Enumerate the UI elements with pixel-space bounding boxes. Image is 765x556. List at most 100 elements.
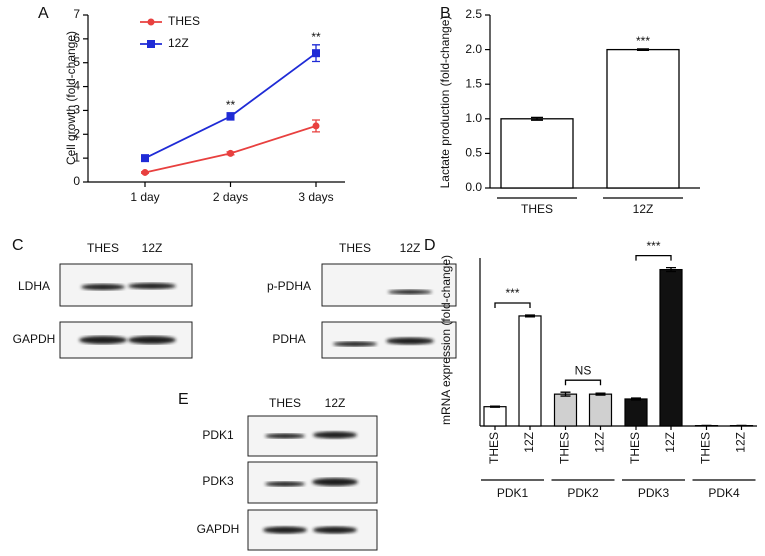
band bbox=[333, 341, 377, 347]
y-tick-label: 6 bbox=[73, 31, 80, 45]
marker bbox=[312, 122, 320, 130]
band bbox=[312, 478, 358, 486]
legend-label: 12Z bbox=[168, 36, 189, 50]
legend-marker bbox=[147, 18, 155, 26]
x-tick-label: 12Z bbox=[663, 432, 677, 453]
bar bbox=[553, 393, 578, 427]
row-label: PDK3 bbox=[202, 474, 234, 488]
band bbox=[79, 336, 127, 344]
x-tick-label: 3 days bbox=[298, 190, 333, 204]
blot bbox=[321, 263, 457, 307]
annotation: *** bbox=[505, 286, 519, 300]
y-tick-label: 1 bbox=[73, 150, 80, 164]
band bbox=[128, 283, 176, 289]
y-axis-label: Lactate production (fold-change) bbox=[438, 16, 452, 189]
band bbox=[263, 526, 307, 534]
x-tick-label: 12Z bbox=[522, 432, 536, 453]
panel-label: B bbox=[440, 5, 451, 22]
marker bbox=[141, 154, 149, 163]
column-label: 12Z bbox=[325, 396, 346, 410]
y-axis-label: mRNA expression (fold-change) bbox=[439, 255, 453, 425]
row-label: LDHA bbox=[18, 279, 50, 293]
annotation: ** bbox=[311, 30, 321, 44]
error-bar bbox=[595, 392, 606, 396]
band bbox=[313, 431, 357, 439]
column-label: 12Z bbox=[400, 241, 421, 255]
band bbox=[128, 336, 176, 344]
panel-label: E bbox=[178, 391, 189, 408]
band bbox=[265, 481, 305, 487]
y-tick-label: 4 bbox=[73, 79, 80, 93]
bar bbox=[483, 406, 507, 427]
bracket bbox=[635, 255, 672, 261]
bar bbox=[518, 315, 542, 427]
x-tick-label: THES bbox=[558, 432, 572, 464]
y-tick-label: 0 bbox=[73, 174, 80, 188]
x-tick-label: 12Z bbox=[593, 432, 607, 453]
group-label: PDK3 bbox=[638, 486, 670, 500]
legend-label: THES bbox=[168, 14, 200, 28]
y-tick-label: 2 bbox=[73, 126, 80, 140]
row-label: p-PDHA bbox=[267, 279, 311, 293]
row-label: GAPDH bbox=[197, 522, 240, 536]
error-bar bbox=[666, 267, 676, 273]
y-tick-label: 5 bbox=[73, 55, 80, 69]
y-tick-label: 2.0 bbox=[465, 42, 482, 56]
column-label: THES bbox=[87, 241, 119, 255]
band bbox=[386, 337, 434, 345]
annotation: NS bbox=[575, 363, 592, 377]
annotation: *** bbox=[636, 34, 650, 48]
x-tick-label: THES bbox=[521, 202, 553, 216]
panel-label: D bbox=[424, 237, 436, 254]
marker bbox=[141, 168, 149, 176]
bar bbox=[659, 268, 683, 427]
group-label: PDK4 bbox=[708, 486, 740, 500]
bar bbox=[500, 118, 574, 189]
x-tick-label: THES bbox=[699, 432, 713, 464]
bar bbox=[624, 398, 648, 427]
panel-label: C bbox=[12, 237, 24, 254]
column-label: 12Z bbox=[142, 241, 163, 255]
column-label: THES bbox=[339, 241, 371, 255]
bracket bbox=[564, 379, 602, 386]
group-label: PDK2 bbox=[567, 486, 599, 500]
y-tick-label: 0.0 bbox=[465, 180, 482, 194]
x-tick-label: THES bbox=[487, 432, 501, 464]
annotation: *** bbox=[646, 239, 660, 253]
marker bbox=[312, 49, 320, 58]
panel-label: A bbox=[38, 5, 49, 22]
error-bar bbox=[637, 48, 649, 51]
row-label: GAPDH bbox=[13, 332, 56, 346]
marker bbox=[227, 149, 234, 157]
y-tick-label: 1.0 bbox=[465, 111, 482, 125]
group-label: PDK1 bbox=[497, 486, 529, 500]
band bbox=[81, 284, 125, 290]
x-tick-label: 2 days bbox=[213, 190, 248, 204]
y-tick-label: 1.5 bbox=[465, 76, 482, 90]
x-tick-label: 12Z bbox=[734, 432, 748, 453]
bar bbox=[606, 48, 680, 189]
line bbox=[144, 125, 317, 174]
band bbox=[388, 289, 432, 295]
x-tick-label: 12Z bbox=[633, 202, 654, 216]
row-label: PDHA bbox=[272, 332, 305, 346]
marker bbox=[226, 112, 235, 121]
bar bbox=[588, 393, 613, 427]
band bbox=[265, 433, 305, 439]
error-bar bbox=[560, 391, 571, 397]
bracket bbox=[494, 302, 531, 308]
column-label: THES bbox=[269, 396, 301, 410]
y-tick-label: 7 bbox=[73, 7, 80, 21]
error-bar bbox=[490, 405, 500, 408]
legend-marker bbox=[147, 40, 155, 48]
band bbox=[313, 526, 357, 534]
row-label: PDK1 bbox=[202, 428, 234, 442]
error-bar bbox=[525, 314, 535, 318]
annotation: ** bbox=[226, 98, 236, 112]
y-tick-label: 2.5 bbox=[465, 7, 482, 21]
error-bar bbox=[531, 116, 543, 121]
x-tick-label: 1 day bbox=[130, 190, 159, 204]
y-tick-label: 3 bbox=[73, 103, 80, 117]
error-bar bbox=[631, 397, 641, 401]
